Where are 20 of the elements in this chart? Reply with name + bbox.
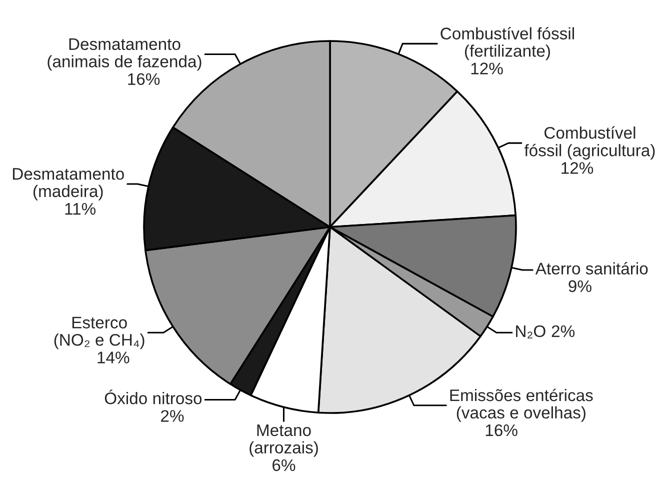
data-label: 6%	[272, 459, 296, 472]
slice-label: Desmatamento (madeira)	[12, 168, 124, 200]
slice-label: Desmatamento (animais de fazenda)	[48, 38, 202, 71]
data-label: 2%	[552, 325, 575, 338]
data-label: 16%	[486, 424, 518, 436]
data-label: 2%	[161, 410, 184, 422]
slice-label: Emissões entéricas (vacas e ovelhas)	[450, 388, 593, 422]
data-label: 14%	[98, 352, 130, 364]
slice-label: Esterco (NO₂ e CH₄)	[54, 316, 144, 350]
data-label: 11%	[65, 203, 96, 215]
slice-label: Combustível fóssil (fertilizante)	[440, 27, 574, 60]
slice-label: Aterro sanitário	[535, 262, 648, 274]
data-label: 12%	[471, 62, 503, 74]
slice-label: Metano (arrozais)	[250, 424, 318, 457]
data-label: 16%	[128, 73, 160, 85]
data-label: 12%	[562, 162, 594, 174]
data-label: 9%	[568, 280, 592, 292]
slice-label: Óxido nitroso	[104, 390, 202, 404]
slice-label: N₂O	[516, 325, 546, 338]
slice-label: Combustível fóssil (agricultura)	[524, 126, 655, 160]
